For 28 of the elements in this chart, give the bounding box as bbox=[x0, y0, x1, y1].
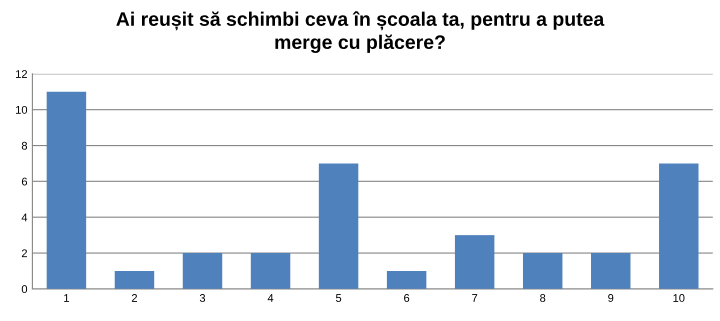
bar bbox=[318, 163, 358, 289]
y-tick-label: 2 bbox=[22, 249, 27, 258]
x-tick-label: 2 bbox=[132, 294, 137, 302]
x-tick-label: 1 bbox=[64, 294, 69, 302]
y-tick-label: 10 bbox=[16, 106, 28, 114]
chart-title: Ai reușit să schimbi ceva în școala ta, pentru a putea merge cu plăcere? bbox=[116, 11, 604, 53]
y-tick-label: 0 bbox=[22, 285, 28, 294]
y-tick-label: 12 bbox=[16, 70, 27, 78]
x-tick-label: 4 bbox=[268, 294, 274, 302]
x-tick-label: 3 bbox=[200, 294, 206, 302]
bar bbox=[386, 270, 426, 289]
bar bbox=[182, 253, 222, 289]
bar bbox=[46, 92, 86, 289]
y-tick-label: 8 bbox=[22, 142, 28, 150]
x-tick-label: 5 bbox=[336, 294, 342, 302]
x-tick-label: 8 bbox=[540, 294, 546, 302]
bar bbox=[250, 253, 290, 289]
bar bbox=[114, 270, 154, 289]
bar bbox=[454, 235, 494, 289]
x-tick-label: 7 bbox=[472, 294, 478, 302]
bar bbox=[591, 253, 630, 289]
x-tick-label: 10 bbox=[673, 294, 685, 302]
bar bbox=[522, 253, 562, 289]
bar bbox=[659, 163, 699, 289]
x-tick-label: 6 bbox=[404, 294, 410, 302]
x-tick-label: 9 bbox=[608, 294, 614, 302]
y-tick-label: 6 bbox=[22, 178, 28, 186]
y-tick-label: 4 bbox=[22, 214, 28, 222]
